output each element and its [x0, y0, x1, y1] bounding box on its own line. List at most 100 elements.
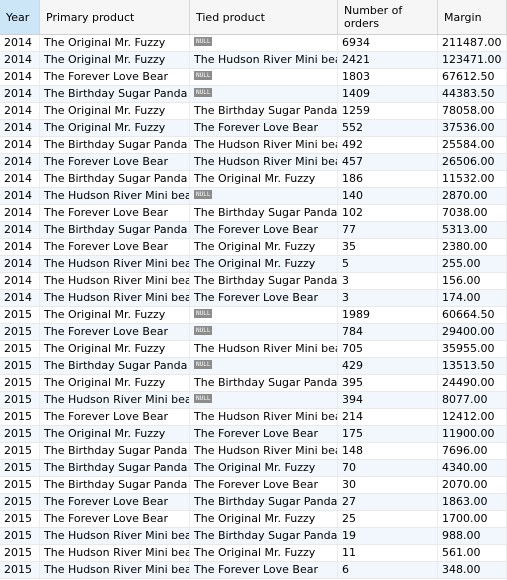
cell-year[interactable]: 2015 — [0, 409, 40, 425]
cell-margin[interactable]: 78058.00 — [438, 103, 507, 119]
cell-primary-product[interactable]: The Hudson River Mini bear — [40, 392, 190, 408]
cell-number-of-orders[interactable]: 429 — [338, 358, 438, 374]
cell-tied-product[interactable]: NULL — [190, 324, 338, 340]
cell-tied-product[interactable]: NULL — [190, 86, 338, 102]
cell-primary-product[interactable]: The Original Mr. Fuzzy — [40, 35, 190, 51]
table-row[interactable]: 2014 The Forever Love Bear The Birthday Su… — [0, 205, 507, 222]
table-row[interactable]: 2014 The Forever Love Bear NULL 1803 67612.5… — [0, 69, 507, 86]
cell-primary-product[interactable]: The Forever Love Bear — [40, 494, 190, 510]
cell-primary-product[interactable]: The Original Mr. Fuzzy — [40, 103, 190, 119]
table-row[interactable]: 2015 The Birthday Sugar Panda The Forever … — [0, 477, 507, 494]
column-header-year[interactable]: Year — [0, 0, 40, 34]
cell-year[interactable]: 2015 — [0, 494, 40, 510]
cell-tied-product[interactable]: The Birthday Sugar Panda — [190, 205, 338, 221]
cell-number-of-orders[interactable]: 6934 — [338, 35, 438, 51]
cell-year[interactable]: 2014 — [0, 154, 40, 170]
cell-margin[interactable]: 37536.00 — [438, 120, 507, 136]
table-row[interactable]: 2015 The Original Mr. Fuzzy The Hudson Riv… — [0, 341, 507, 358]
cell-primary-product[interactable]: The Birthday Sugar Panda — [40, 171, 190, 187]
cell-number-of-orders[interactable]: 148 — [338, 443, 438, 459]
cell-tied-product[interactable]: The Forever Love Bear — [190, 477, 338, 493]
cell-primary-product[interactable]: The Birthday Sugar Panda — [40, 358, 190, 374]
cell-number-of-orders[interactable]: 394 — [338, 392, 438, 408]
cell-primary-product[interactable]: The Original Mr. Fuzzy — [40, 426, 190, 442]
cell-year[interactable]: 2015 — [0, 341, 40, 357]
cell-tied-product[interactable]: NULL — [190, 358, 338, 374]
cell-primary-product[interactable]: The Birthday Sugar Panda — [40, 137, 190, 153]
table-row[interactable]: 2015 The Forever Love Bear The Birthday Su… — [0, 494, 507, 511]
cell-margin[interactable]: 348.00 — [438, 562, 507, 578]
cell-primary-product[interactable]: The Birthday Sugar Panda — [40, 477, 190, 493]
column-header-number-of-orders[interactable]: Number of orders — [338, 0, 438, 34]
cell-margin[interactable]: 12412.00 — [438, 409, 507, 425]
table-row[interactable]: 2015 The Hudson River Mini bear The Foreve… — [0, 562, 507, 579]
cell-number-of-orders[interactable]: 784 — [338, 324, 438, 340]
table-row[interactable]: 2014 The Hudson River Mini bear The Birthd… — [0, 273, 507, 290]
cell-margin[interactable]: 8077.00 — [438, 392, 507, 408]
cell-tied-product[interactable]: The Birthday Sugar Panda — [190, 103, 338, 119]
cell-number-of-orders[interactable]: 35 — [338, 239, 438, 255]
cell-margin[interactable]: 44383.50 — [438, 86, 507, 102]
cell-number-of-orders[interactable]: 3 — [338, 290, 438, 306]
cell-primary-product[interactable]: The Birthday Sugar Panda — [40, 443, 190, 459]
cell-number-of-orders[interactable]: 552 — [338, 120, 438, 136]
cell-year[interactable]: 2014 — [0, 256, 40, 272]
cell-margin[interactable]: 1700.00 — [438, 511, 507, 527]
table-row[interactable]: 2014 The Birthday Sugar Panda NULL 1409 4438… — [0, 86, 507, 103]
cell-margin[interactable]: 7696.00 — [438, 443, 507, 459]
cell-tied-product[interactable]: The Hudson River Mini bear — [190, 52, 338, 68]
cell-tied-product[interactable]: NULL — [190, 392, 338, 408]
cell-year[interactable]: 2015 — [0, 528, 40, 544]
cell-tied-product[interactable]: The Forever Love Bear — [190, 222, 338, 238]
table-row[interactable]: 2014 The Original Mr. Fuzzy The Forever Lo… — [0, 120, 507, 137]
cell-number-of-orders[interactable]: 1803 — [338, 69, 438, 85]
cell-primary-product[interactable]: The Original Mr. Fuzzy — [40, 307, 190, 323]
cell-year[interactable]: 2014 — [0, 188, 40, 204]
cell-tied-product[interactable]: The Birthday Sugar Panda — [190, 273, 338, 289]
cell-primary-product[interactable]: The Forever Love Bear — [40, 69, 190, 85]
cell-margin[interactable]: 2870.00 — [438, 188, 507, 204]
cell-margin[interactable]: 988.00 — [438, 528, 507, 544]
table-row[interactable]: 2014 The Hudson River Mini bear The Foreve… — [0, 290, 507, 307]
cell-year[interactable]: 2014 — [0, 205, 40, 221]
table-row[interactable]: 2015 The Birthday Sugar Panda NULL 429 13513… — [0, 358, 507, 375]
cell-primary-product[interactable]: The Birthday Sugar Panda — [40, 86, 190, 102]
cell-tied-product[interactable]: NULL — [190, 69, 338, 85]
cell-primary-product[interactable]: The Hudson River Mini bear — [40, 256, 190, 272]
cell-margin[interactable]: 156.00 — [438, 273, 507, 289]
cell-year[interactable]: 2015 — [0, 562, 40, 578]
cell-number-of-orders[interactable]: 1409 — [338, 86, 438, 102]
cell-tied-product[interactable]: The Original Mr. Fuzzy — [190, 511, 338, 527]
cell-tied-product[interactable]: The Forever Love Bear — [190, 290, 338, 306]
table-row[interactable]: 2014 The Original Mr. Fuzzy The Birthday S… — [0, 103, 507, 120]
cell-primary-product[interactable]: The Forever Love Bear — [40, 239, 190, 255]
cell-year[interactable]: 2015 — [0, 511, 40, 527]
cell-year[interactable]: 2014 — [0, 86, 40, 102]
table-row[interactable]: 2014 The Hudson River Mini bear NULL 140 287… — [0, 188, 507, 205]
cell-number-of-orders[interactable]: 77 — [338, 222, 438, 238]
cell-year[interactable]: 2015 — [0, 426, 40, 442]
table-row[interactable]: 2014 The Hudson River Mini bear The Origin… — [0, 256, 507, 273]
table-row[interactable]: 2014 The Original Mr. Fuzzy NULL 6934 211487… — [0, 35, 507, 52]
cell-margin[interactable]: 5313.00 — [438, 222, 507, 238]
cell-number-of-orders[interactable]: 1259 — [338, 103, 438, 119]
cell-primary-product[interactable]: The Birthday Sugar Panda — [40, 460, 190, 476]
table-row[interactable]: 2015 The Original Mr. Fuzzy NULL 1989 60664.… — [0, 307, 507, 324]
table-row[interactable]: 2014 The Birthday Sugar Panda The Original… — [0, 171, 507, 188]
cell-primary-product[interactable]: The Original Mr. Fuzzy — [40, 52, 190, 68]
cell-year[interactable]: 2015 — [0, 358, 40, 374]
cell-primary-product[interactable]: The Original Mr. Fuzzy — [40, 341, 190, 357]
table-row[interactable]: 2014 The Original Mr. Fuzzy The Hudson Riv… — [0, 52, 507, 69]
cell-number-of-orders[interactable]: 102 — [338, 205, 438, 221]
cell-primary-product[interactable]: The Hudson River Mini bear — [40, 562, 190, 578]
table-row[interactable]: 2014 The Birthday Sugar Panda The Hudson R… — [0, 137, 507, 154]
cell-year[interactable]: 2015 — [0, 375, 40, 391]
cell-number-of-orders[interactable]: 395 — [338, 375, 438, 391]
cell-margin[interactable]: 561.00 — [438, 545, 507, 561]
cell-number-of-orders[interactable]: 6 — [338, 562, 438, 578]
table-row[interactable]: 2015 The Hudson River Mini bear NULL 394 807… — [0, 392, 507, 409]
cell-margin[interactable]: 13513.50 — [438, 358, 507, 374]
cell-year[interactable]: 2014 — [0, 290, 40, 306]
cell-number-of-orders[interactable]: 70 — [338, 460, 438, 476]
table-row[interactable]: 2015 The Forever Love Bear The Hudson Rive… — [0, 409, 507, 426]
